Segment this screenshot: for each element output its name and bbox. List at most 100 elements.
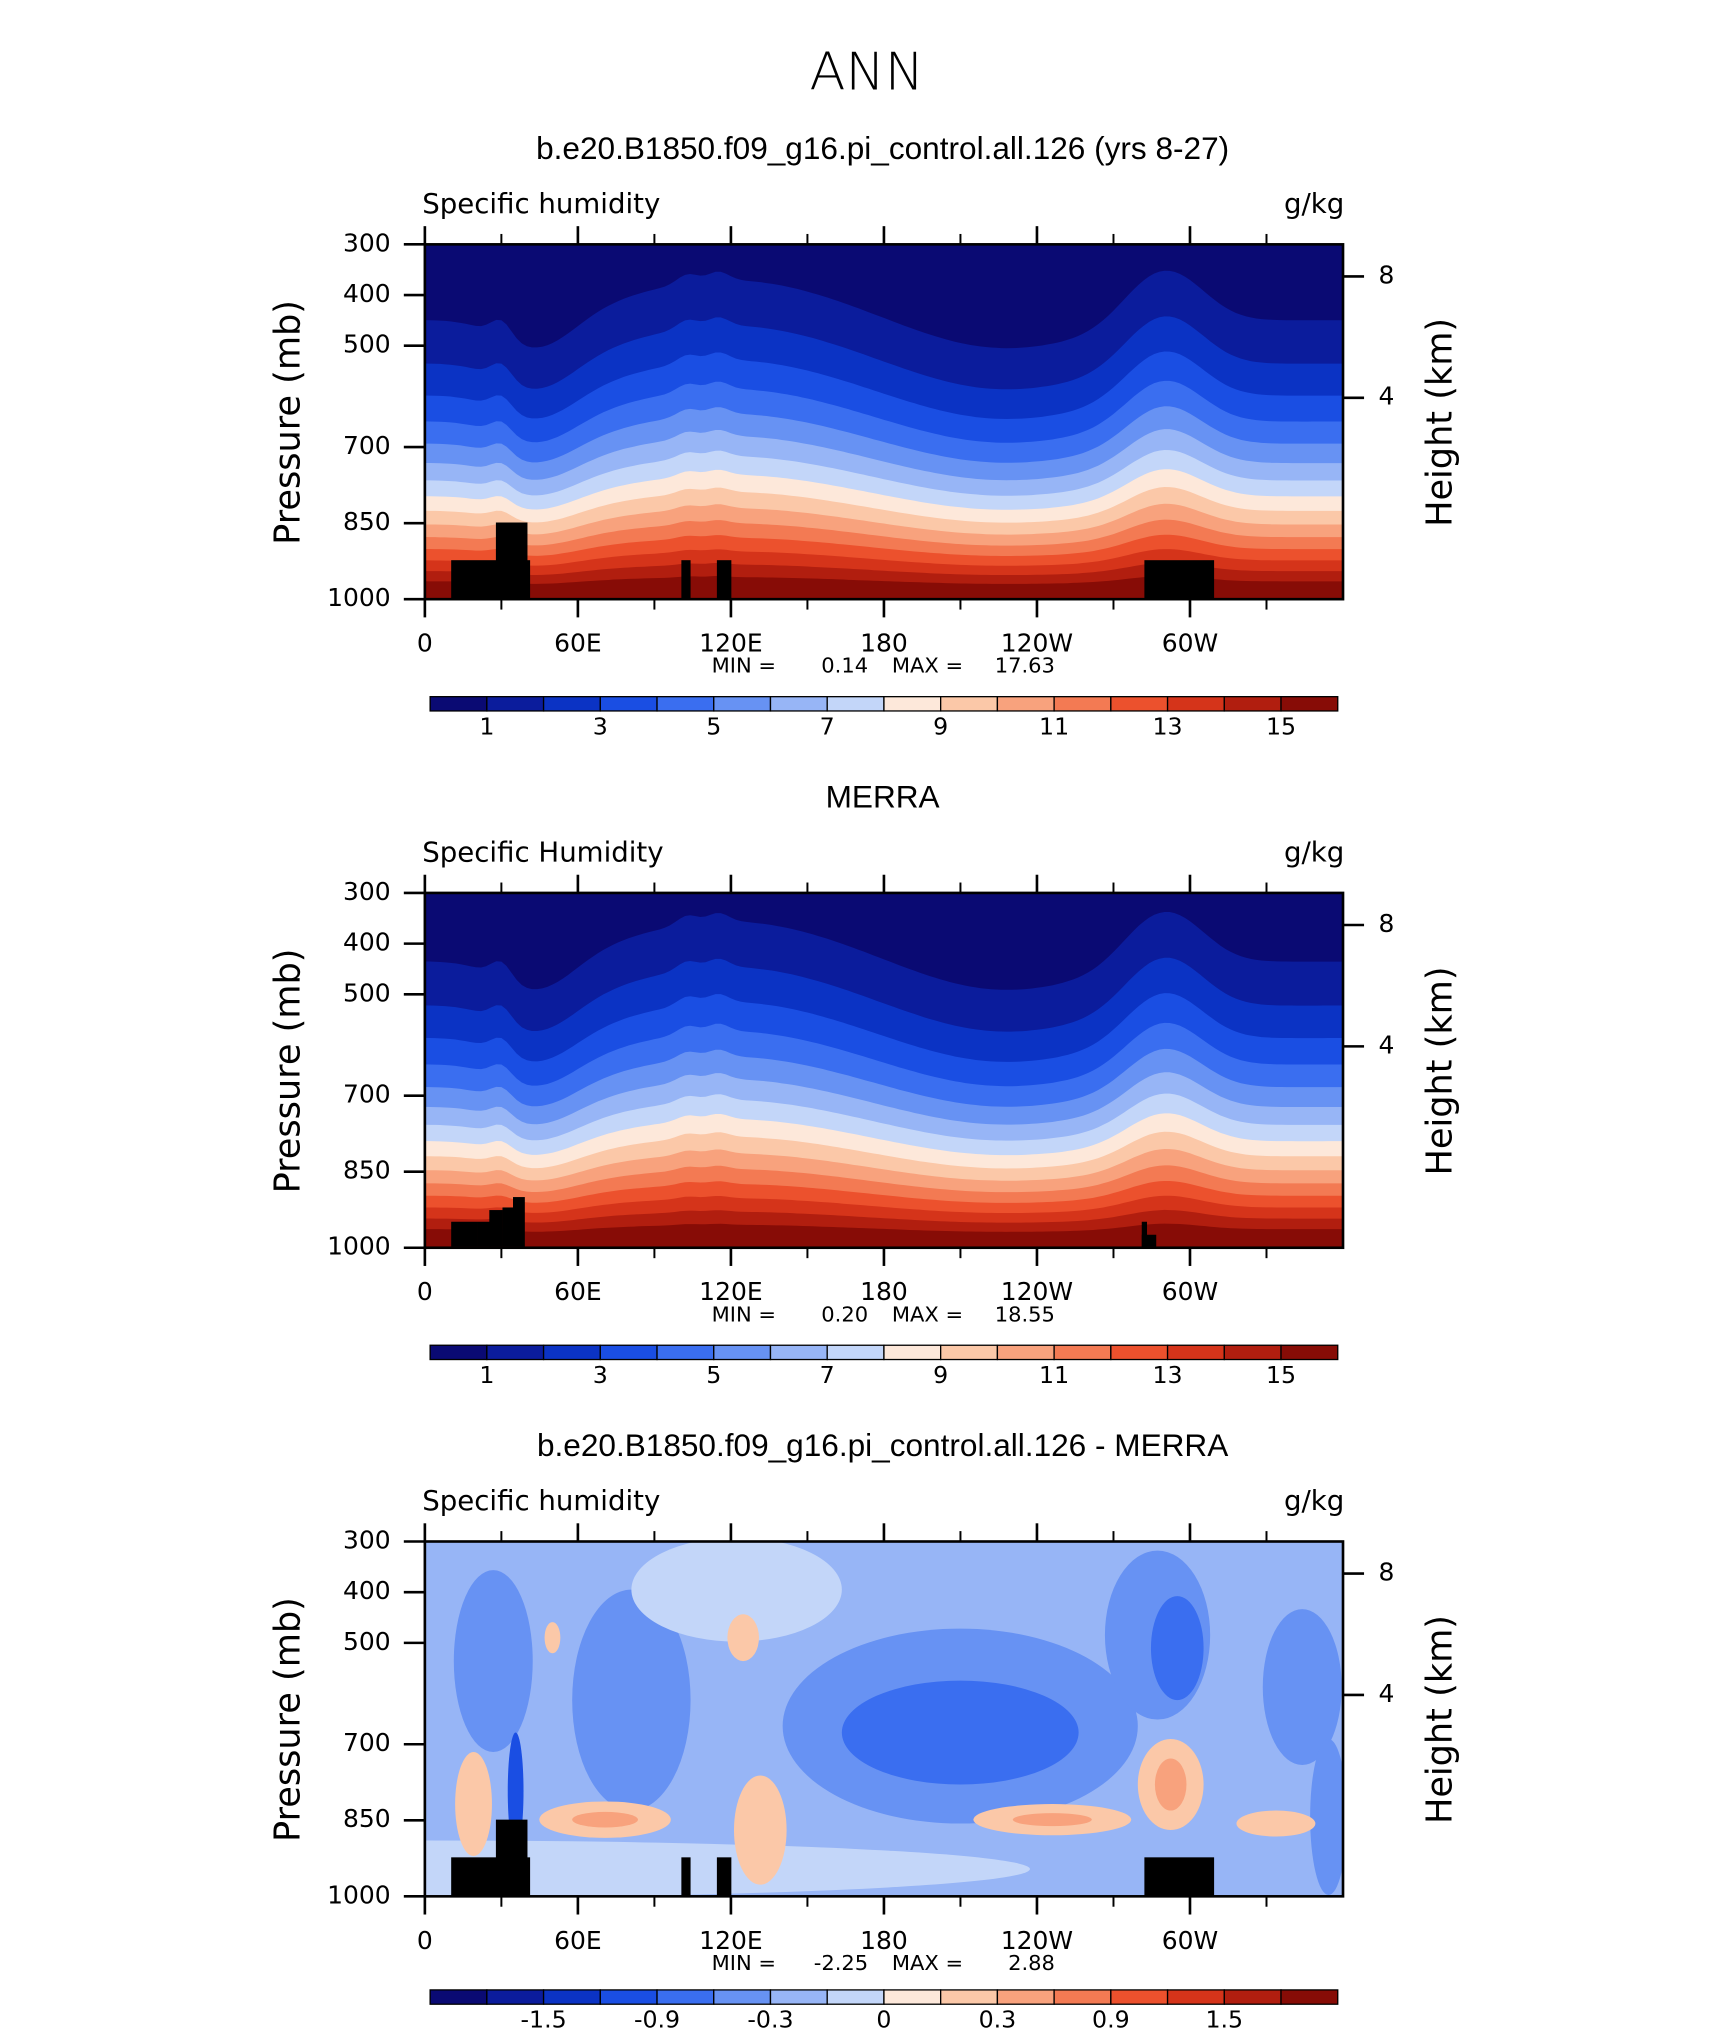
contour-band: [544, 1622, 561, 1654]
y-tick-label: 400: [343, 279, 391, 308]
contour-band: [631, 1541, 842, 1642]
colorbar-box: [826, 1344, 885, 1361]
y-tick-label: 700: [343, 1080, 391, 1109]
max-text: MAX =: [892, 1951, 963, 1975]
colorbar-box: [769, 696, 828, 712]
x-tick-label: 180: [860, 1277, 908, 1306]
panel-title: b.e20.B1850.f09_g16.pi_control.all.126 (…: [536, 131, 1229, 166]
colorbar-box: [940, 696, 999, 712]
topography: [477, 1221, 491, 1247]
y-tick-label: 400: [343, 928, 391, 957]
topography: [495, 522, 528, 600]
field: [424, 892, 1344, 1248]
colorbar-tick-label: 7: [820, 1361, 835, 1389]
colorbar-tick-label: 11: [1039, 1361, 1069, 1389]
colorbar-box: [599, 696, 658, 712]
colorbar-box: [769, 1989, 828, 2005]
y-tick-label: 500: [343, 330, 391, 359]
y2-axis-label: Height (km): [1420, 318, 1461, 527]
field: [424, 1541, 1344, 1897]
contour-band: [1262, 1609, 1342, 1766]
colorbar-box: [1280, 696, 1339, 712]
colorbar-box: [486, 696, 545, 712]
colorbar-box: [996, 1344, 1055, 1361]
min-value: 0.20: [821, 1302, 868, 1326]
topography: [1144, 560, 1215, 600]
contour-band: [841, 1680, 1079, 1785]
contour-band: [1150, 1596, 1204, 1701]
colorbar-tick-label: 1: [479, 1361, 494, 1389]
colorbar-box: [542, 1989, 601, 2005]
colorbar-box: [656, 696, 715, 712]
colorbar-box: [542, 696, 601, 712]
topography: [489, 1210, 503, 1247]
colorbar-box: [1223, 696, 1282, 712]
contour-band: [572, 1589, 691, 1811]
colorbar-tick-label: -1.5: [521, 2006, 567, 2034]
colorbar-tick-label: 1: [479, 712, 494, 740]
x-tick-label: 120W: [1001, 1926, 1073, 1955]
colorbar-tick-label: 1.5: [1205, 2006, 1243, 2034]
topography: [681, 560, 691, 600]
colorbar-box: [940, 1344, 999, 1361]
y-axis-label: Pressure (mb): [267, 949, 308, 1194]
right-string: g/kg: [1284, 1486, 1344, 1517]
colorbar-box: [486, 1989, 545, 2005]
colorbar-box: [996, 696, 1055, 712]
contour-band: [1236, 1810, 1316, 1837]
colorbar-tick-label: 11: [1039, 712, 1069, 740]
x-tick-label: 180: [860, 629, 908, 658]
x-tick-label: 0: [417, 1926, 433, 1955]
colorbar-tick-label: 15: [1266, 1361, 1296, 1389]
x-tick-label: 60W: [1162, 1926, 1218, 1955]
y-tick-label: 700: [343, 1728, 391, 1757]
y2-tick-label: 8: [1379, 261, 1395, 290]
colorbar-box: [713, 696, 772, 712]
colorbar-box: [940, 1989, 999, 2005]
x-tick-label: 0: [417, 1277, 433, 1306]
topography: [513, 1197, 525, 1247]
colorbar-box: [429, 1344, 488, 1361]
x-tick-label: 180: [860, 1926, 908, 1955]
colorbar-tick-label: 0.3: [979, 2006, 1017, 2034]
topography: [716, 560, 732, 600]
min-text: MIN =: [712, 1951, 776, 1975]
left-string: Specific humidity: [422, 1486, 660, 1517]
colorbar-tick-label: 0.9: [1092, 2006, 1130, 2034]
y-tick-label: 700: [343, 431, 391, 460]
y-axis-label: Pressure (mb): [267, 300, 308, 545]
colorbar-tick-label: 9: [933, 712, 948, 740]
colorbar-box: [1110, 1989, 1169, 2005]
colorbar-box: [883, 1344, 942, 1361]
topography: [1141, 1221, 1148, 1247]
x-tick-label: 60E: [554, 1926, 602, 1955]
colorbar-box: [1223, 1344, 1282, 1361]
panel-title: b.e20.B1850.f09_g16.pi_control.all.126 -…: [537, 1428, 1228, 1463]
topography: [1144, 1857, 1215, 1897]
colorbar-box: [1166, 1989, 1225, 2005]
y-tick-label: 400: [343, 1576, 391, 1605]
max-value: 2.88: [1008, 1951, 1055, 1975]
x-tick-label: 120W: [1001, 1277, 1073, 1306]
colorbar-box: [883, 1989, 942, 2005]
colorbar-box: [599, 1344, 658, 1361]
x-tick-label: 60E: [554, 1277, 602, 1306]
y2-axis-label: Height (km): [1420, 966, 1461, 1175]
x-tick-label: 120E: [699, 1277, 762, 1306]
x-tick-label: 60W: [1162, 1277, 1218, 1306]
topography: [716, 1857, 732, 1897]
y-axis-label: Pressure (mb): [267, 1597, 308, 1842]
left-string: Specific humidity: [422, 189, 660, 220]
colorbar-box: [826, 696, 885, 712]
figure-title: ANN: [809, 42, 924, 103]
colorbar-box: [1166, 1344, 1225, 1361]
contour-band: [424, 575, 1344, 600]
right-string: g/kg: [1284, 838, 1344, 869]
x-tick-label: 120E: [699, 629, 762, 658]
panel-title: MERRA: [826, 780, 940, 815]
colorbar-box: [656, 1344, 715, 1361]
colorbar-box: [429, 696, 488, 712]
colorbar-tick-label: 3: [593, 1361, 608, 1389]
y-tick-label: 300: [343, 1526, 391, 1555]
